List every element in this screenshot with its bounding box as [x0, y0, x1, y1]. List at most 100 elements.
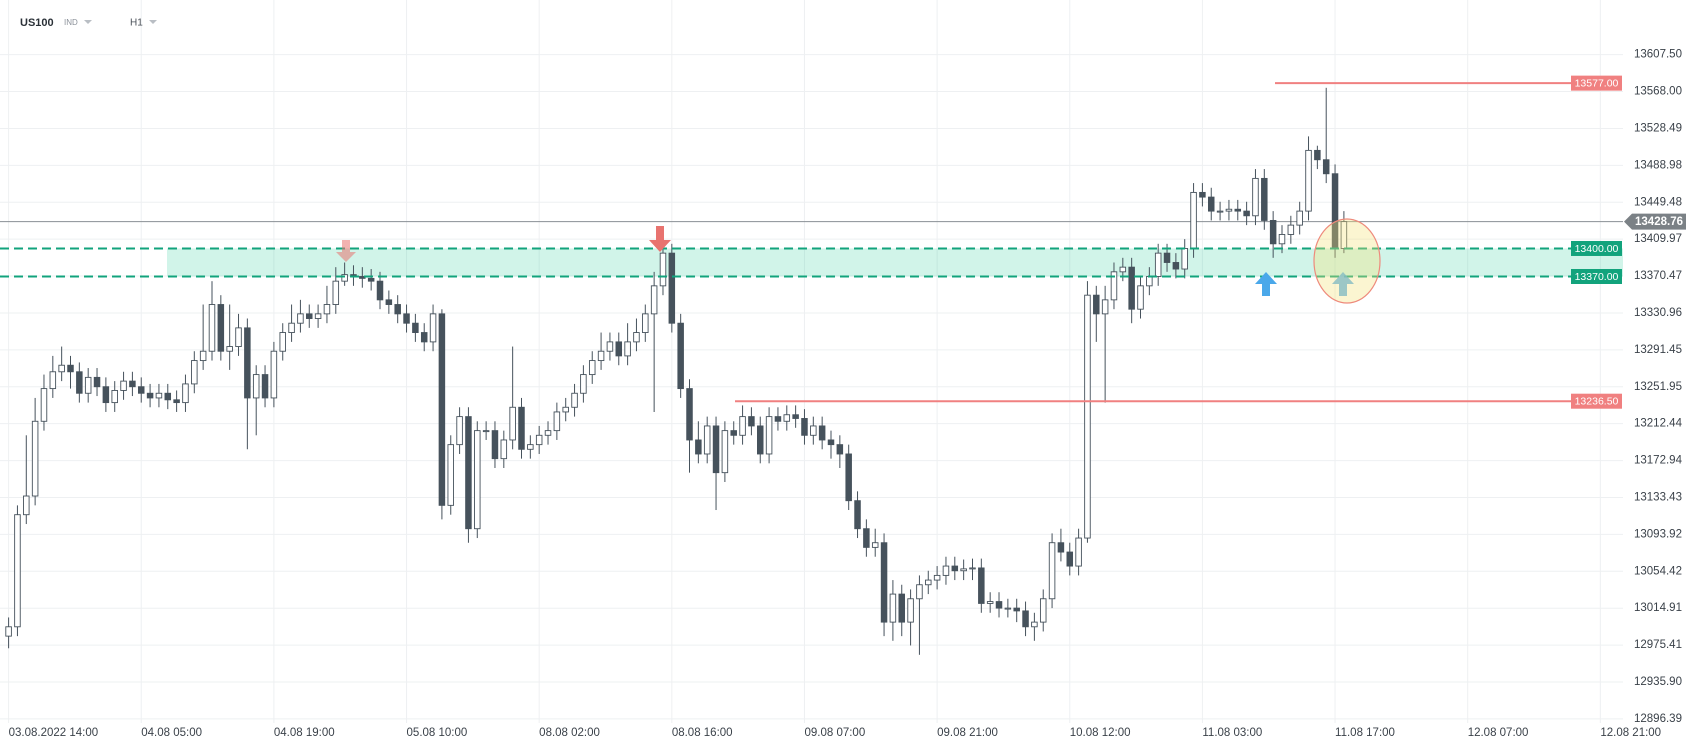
x-tick-label: 09.08 07:00: [804, 727, 865, 739]
y-tick-label: 13409.97: [1634, 233, 1682, 245]
candle-body: [1101, 299, 1109, 315]
y-tick-label: 13607.50: [1634, 49, 1682, 61]
grid: [0, 0, 1623, 723]
candle-body: [739, 416, 746, 436]
candle-body: [403, 313, 410, 324]
candle-body: [801, 418, 808, 436]
candle-body: [1243, 210, 1250, 217]
candle-body: [67, 364, 74, 373]
candle-body: [571, 392, 578, 408]
candle-body: [84, 376, 92, 394]
y-tick-label: 13014.91: [1634, 602, 1682, 614]
candle-body: [1039, 598, 1047, 623]
dropdown-caret: [149, 20, 157, 24]
candle-body: [1234, 208, 1242, 212]
candle-body: [137, 386, 145, 394]
candle-body: [1004, 607, 1012, 610]
x-tick-label: 03.08.2022 14:00: [9, 727, 99, 739]
candle-body: [1252, 177, 1259, 217]
y-tick-label: 13370.47: [1634, 270, 1682, 282]
candle-body: [712, 425, 720, 474]
level-label: 13370.00: [1575, 271, 1619, 283]
level-tag: [1571, 268, 1622, 284]
y-tick-label: 13251.95: [1634, 381, 1682, 393]
candle-body: [1031, 621, 1038, 628]
y-tick-label: 12975.41: [1634, 639, 1682, 651]
y-tick-label: 13449.48: [1634, 196, 1682, 208]
buy-arrow: [1332, 272, 1354, 296]
candle-body: [1163, 252, 1171, 263]
candle-body: [40, 388, 48, 422]
candle-body: [429, 313, 437, 343]
dropdown-caret: [84, 20, 92, 24]
candle-body: [500, 439, 508, 460]
candle-body: [23, 495, 30, 516]
candle-body: [456, 416, 463, 446]
candle-body: [1199, 191, 1206, 198]
candle-body: [978, 567, 985, 604]
candle-body: [474, 430, 481, 530]
support-zone: [167, 248, 1623, 277]
buy-arrow: [1255, 272, 1277, 296]
candle-body: [208, 304, 216, 352]
y-tick-label: 13212.44: [1634, 418, 1683, 430]
x-tick-label: 11.08 03:00: [1202, 727, 1262, 739]
candle-body: [580, 374, 587, 394]
candle-body: [527, 444, 534, 450]
y-tick-label: 12935.90: [1634, 676, 1682, 688]
candle-body: [279, 332, 286, 352]
candle-body: [845, 453, 852, 502]
candle-body: [1305, 149, 1312, 212]
y-tick-label: 13133.43: [1634, 492, 1682, 504]
level-tag: [1571, 393, 1622, 409]
candle-body: [1119, 266, 1127, 273]
candle-body: [235, 327, 242, 348]
level-label: 13577.00: [1575, 77, 1619, 89]
candle-body: [1172, 262, 1180, 270]
candle-body: [695, 439, 702, 455]
candle-body: [102, 386, 110, 404]
candle-body: [332, 280, 340, 305]
candle-body: [597, 350, 605, 362]
candle-body: [1128, 266, 1135, 310]
last-price-label: 13428.76: [1635, 216, 1683, 228]
candle-body: [544, 430, 552, 436]
candle-body: [633, 332, 640, 343]
candle-body: [323, 304, 331, 315]
candle-body: [624, 341, 631, 357]
candle-body: [306, 313, 313, 319]
candle-body: [270, 350, 278, 399]
candle-body: [863, 528, 870, 548]
candle-body: [1110, 271, 1118, 301]
candle-body: [1287, 224, 1295, 235]
candle-body: [810, 425, 817, 436]
y-tick-label: 13172.94: [1634, 455, 1683, 467]
candle-body: [642, 313, 649, 333]
candle-body: [960, 568, 967, 572]
candle-body: [889, 593, 897, 623]
candle-body: [907, 598, 914, 623]
y-tick-label: 12896.39: [1634, 713, 1682, 725]
candle-body: [659, 252, 667, 287]
candle-body: [730, 430, 737, 436]
x-tick-label: 12.08 07:00: [1468, 727, 1529, 739]
x-tick-label: 04.08 05:00: [141, 727, 202, 739]
candle-body: [482, 430, 490, 433]
candle-body: [49, 371, 57, 390]
market: IND: [64, 18, 78, 27]
symbol: US100: [20, 17, 54, 29]
candle-body: [783, 414, 791, 422]
candle-body: [182, 383, 189, 404]
candle-body: [606, 341, 614, 352]
sell-arrow: [649, 226, 671, 252]
candle-body: [1322, 159, 1330, 175]
candle-body: [942, 565, 950, 576]
candle-body: [1154, 252, 1162, 277]
candle-body: [191, 360, 198, 385]
candle-body: [518, 406, 525, 450]
candle-body: [951, 565, 959, 572]
candle-body: [854, 500, 861, 530]
candle-body: [774, 416, 782, 422]
